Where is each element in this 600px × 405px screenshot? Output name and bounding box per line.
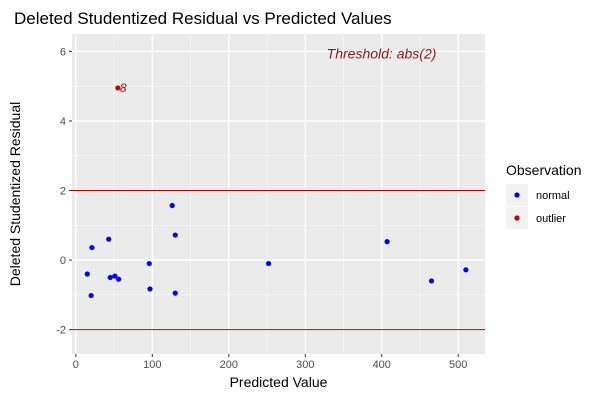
data-point-normal: [107, 274, 113, 281]
data-point-normal: [116, 276, 122, 282]
data-point-normal: [169, 202, 175, 209]
legend: Observation normal outlier: [506, 162, 581, 229]
y-tick-label: 0: [60, 255, 66, 267]
x-tick-label: 500: [449, 359, 467, 371]
data-point-normal: [88, 292, 94, 299]
y-axis-ticks: -2 0 2 4 6: [56, 46, 72, 337]
data-point-outlier: [115, 85, 121, 91]
plot-panel: [72, 34, 485, 354]
data-point-normal: [463, 267, 469, 273]
x-tick-label: 300: [296, 359, 314, 371]
data-point-normal: [428, 278, 435, 284]
x-tick-label: 0: [73, 359, 79, 371]
x-axis-ticks: 0 100 200 300 400 500: [73, 354, 467, 371]
data-point-normal: [172, 290, 178, 296]
x-tick-label: 100: [143, 359, 161, 371]
data-points: 8: [84, 81, 469, 299]
threshold-lines: [72, 190, 485, 331]
data-point-normal: [147, 286, 153, 292]
x-tick-label: 200: [220, 359, 238, 371]
x-axis-label: Predicted Value: [230, 374, 328, 390]
legend-label-outlier: outlier: [536, 213, 566, 225]
legend-title: Observation: [506, 162, 581, 178]
data-point-normal: [146, 260, 152, 267]
y-tick-label: 6: [60, 46, 66, 58]
data-point-normal: [384, 239, 390, 245]
data-point-normal: [112, 273, 118, 279]
y-tick-label: 2: [60, 186, 66, 198]
x-tick-label: 400: [373, 359, 391, 371]
legend-items: normal outlier: [506, 184, 570, 229]
data-point-normal: [84, 271, 90, 277]
data-point-normal: [106, 236, 112, 242]
data-label: 8: [120, 81, 127, 95]
legend-label-normal: normal: [536, 190, 570, 202]
legend-marker-outlier: [514, 215, 520, 221]
y-tick-label: -2: [56, 325, 66, 337]
data-point-normal: [265, 260, 272, 267]
data-point-normal: [172, 232, 178, 238]
threshold-annotation: Threshold: abs(2): [327, 45, 437, 61]
y-axis-label: Deleted Studentized Residual: [7, 102, 23, 286]
data-point-normal: [89, 244, 95, 251]
legend-marker-normal: [514, 192, 520, 198]
y-tick-label: 4: [60, 116, 66, 128]
chart-title: Deleted Studentized Residual vs Predicte…: [14, 9, 392, 28]
